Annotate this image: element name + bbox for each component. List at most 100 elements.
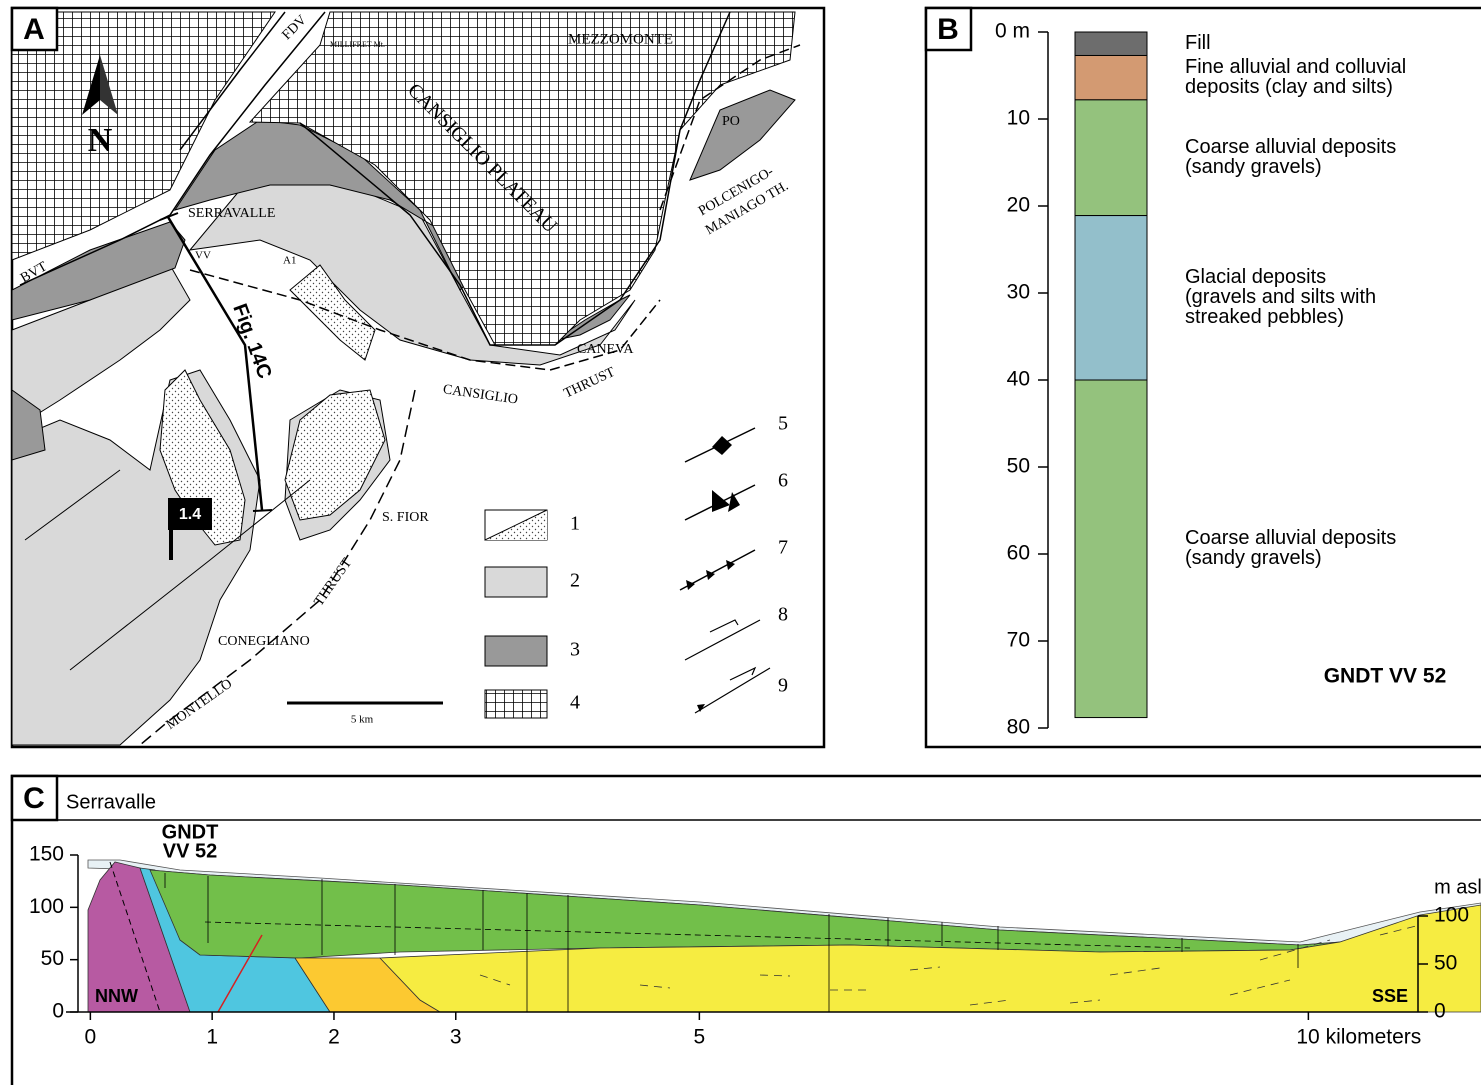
well-label: VV 52	[163, 840, 217, 862]
legend-symbol	[684, 619, 761, 661]
bedding	[479, 924, 1421, 1006]
map-label: A1	[283, 255, 296, 267]
map-label: VV	[195, 250, 211, 262]
legend-label: 5	[778, 413, 788, 435]
thrust-line	[19, 11, 326, 286]
fault-dashed	[109, 861, 161, 1013]
fault-line	[299, 11, 731, 346]
panel-letter: C	[23, 782, 45, 815]
x-tick-label: 1	[206, 1026, 218, 1049]
legend-swatch	[484, 566, 548, 598]
site-label: 1.4	[179, 506, 201, 523]
depth-tick-label: 10	[1007, 107, 1030, 130]
borehole	[164, 873, 1299, 1012]
map-label: SERRAVALLE	[188, 206, 275, 221]
thrust-line	[179, 11, 286, 151]
x-tick-label: 2	[328, 1026, 340, 1049]
layer	[1074, 99, 1148, 217]
axis-unit: m asl	[1434, 876, 1481, 898]
section-line	[166, 216, 264, 511]
thrust-line	[659, 44, 801, 211]
x-tick-label: 0	[85, 1026, 97, 1049]
legend-label: 9	[778, 675, 788, 697]
map-label: S. FIOR	[382, 510, 429, 525]
north-label: N	[88, 122, 113, 159]
depth-tick-label: 20	[1007, 194, 1030, 217]
legend-symbol	[686, 560, 735, 590]
anticline	[69, 479, 311, 671]
direction-label: SSE	[1372, 986, 1408, 1006]
panel-a: N A FDV MILLIFRET Mt. MEZZOMONTE CANSIGL…	[10, 6, 826, 749]
legend-label: 3	[570, 639, 580, 661]
unit-1	[159, 264, 386, 546]
legend-swatch	[484, 635, 548, 667]
unit-yellow	[379, 904, 1481, 1013]
thrust-line	[139, 389, 416, 746]
legend-symbol	[712, 490, 740, 512]
legend-swatch	[484, 689, 548, 719]
depth-tick-label: 70	[1007, 629, 1030, 652]
x-tick-label: 10 kilometers	[1296, 1026, 1421, 1049]
place-label: Serravalle	[66, 791, 156, 813]
layer	[1074, 379, 1148, 719]
x-tick-label: 5	[694, 1026, 706, 1049]
y2-tick-label: 0	[1434, 1000, 1446, 1023]
panel-letter: B	[937, 13, 959, 46]
thrust-line	[189, 269, 661, 371]
legend-symbol	[697, 704, 705, 712]
y2-tick-label: 100	[1434, 904, 1469, 927]
north-arrow	[82, 55, 100, 115]
y-tick-label: 0	[52, 1000, 64, 1023]
layer-label: Glacial deposits	[1185, 266, 1326, 288]
legend-label: 6	[778, 470, 788, 492]
layer	[1074, 31, 1148, 56]
map-label: MEZZOMONTE	[568, 31, 673, 47]
legend-swatch	[484, 509, 548, 541]
depth-tick-label: 60	[1007, 542, 1030, 565]
panel-b: B GNDT VV 52 0 m 10 20 30 40 50 60 70 80 FillFine…	[924, 6, 1481, 749]
layer-label: (sandy gravels)	[1185, 156, 1322, 178]
y-tick-label: 150	[29, 843, 64, 866]
y-tick-label: 50	[41, 947, 64, 970]
panel-letter-box	[10, 6, 59, 52]
legend-label: 1	[570, 513, 580, 535]
legend-label: 7	[778, 537, 788, 559]
panel-frame	[924, 6, 1481, 749]
unit-4	[11, 11, 796, 346]
syncline	[24, 469, 121, 541]
depth-tick-label: 0 m	[995, 20, 1030, 43]
direction-label: NNW	[95, 986, 138, 1006]
depth-tick-label: 40	[1007, 368, 1030, 391]
legend-label: 2	[570, 570, 580, 592]
depth-tick-label: 80	[1007, 716, 1030, 739]
layer-label: Fill	[1185, 32, 1211, 54]
section-end	[159, 212, 179, 221]
section-end	[252, 509, 273, 512]
panel-letter: A	[23, 13, 45, 46]
legend-symbol	[712, 436, 732, 455]
layer-label: (gravels and silts with	[1185, 286, 1376, 308]
depth-tick-label: 30	[1007, 281, 1030, 304]
x-tick-label: 3	[450, 1026, 462, 1049]
panel-letter-box	[10, 774, 59, 822]
legend-symbol	[694, 666, 771, 714]
legend-label: 4	[570, 692, 580, 714]
depth-tick-label: 50	[1007, 455, 1030, 478]
legend-label: 8	[778, 604, 788, 626]
map-label: CANEVA	[577, 342, 634, 357]
well-label: GNDT	[162, 821, 219, 843]
map-label: PO	[722, 114, 740, 129]
map-label: CONEGLIANO	[218, 634, 310, 649]
map-label: MILLIFRET Mt.	[330, 40, 385, 49]
fault	[217, 934, 263, 1013]
layer	[1074, 54, 1148, 101]
well-name: GNDT VV 52	[1324, 665, 1447, 688]
layer-label: Coarse alluvial deposits	[1185, 527, 1396, 549]
marker-horizon	[204, 921, 1191, 949]
y2-tick-label: 50	[1434, 952, 1457, 975]
site-flag	[168, 498, 212, 530]
layer-label: Coarse alluvial deposits	[1185, 136, 1396, 158]
